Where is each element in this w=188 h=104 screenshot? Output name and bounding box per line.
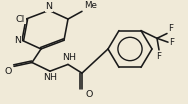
- Text: F: F: [168, 24, 173, 33]
- Text: Cl: Cl: [16, 15, 25, 24]
- Text: O: O: [85, 90, 92, 100]
- Text: N: N: [45, 2, 52, 11]
- Text: NH: NH: [43, 73, 57, 82]
- Text: O: O: [5, 67, 12, 76]
- Text: NH: NH: [62, 53, 76, 63]
- Text: F: F: [156, 52, 161, 61]
- Text: F: F: [169, 38, 174, 47]
- Text: Me: Me: [84, 1, 97, 10]
- Text: N: N: [14, 36, 21, 45]
